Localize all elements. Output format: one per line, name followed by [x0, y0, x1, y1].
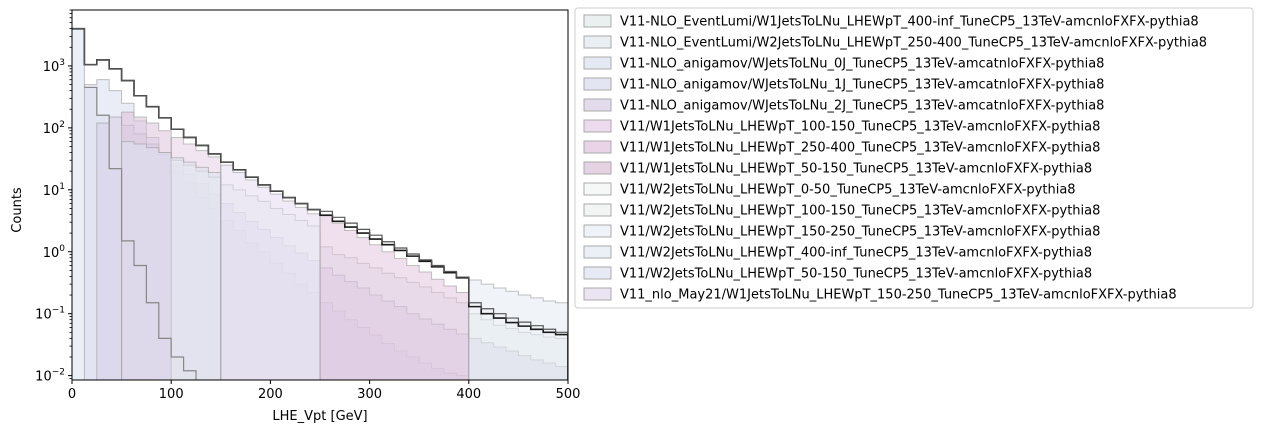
x-tick-label: 0 — [68, 387, 76, 402]
histogram-series-6 — [319, 215, 470, 380]
legend-entry: V11/W2JetsToLNu_LHEWpT_100-150_TuneCP5_1… — [620, 204, 1100, 219]
histogram-series-11 — [468, 279, 568, 380]
legend-swatch — [583, 245, 612, 259]
y-tick-label: 103 — [43, 58, 65, 75]
y-axis-label: Counts — [10, 187, 25, 233]
legend-entry: V11/W2JetsToLNu_LHEWpT_400-inf_TuneCP5_1… — [620, 246, 1092, 261]
legend-entry: V11/W1JetsToLNu_LHEWpT_250-400_TuneCP5_1… — [620, 141, 1100, 156]
legend-swatch — [583, 266, 612, 280]
legend-swatch — [583, 35, 612, 49]
legend-swatch — [583, 77, 612, 91]
legend-entry: V11-NLO_anigamov/WJetsToLNu_0J_TuneCP5_1… — [620, 57, 1104, 72]
legend-box — [574, 7, 1254, 309]
histogram-outline-1 — [72, 28, 568, 380]
legend-entry: V11/W2JetsToLNu_LHEWpT_0-50_TuneCP5_13Te… — [620, 183, 1076, 198]
legend-swatch — [583, 203, 612, 217]
y-tick-label: 10−2 — [35, 368, 65, 385]
x-axis: 0 100 200 300 400 500 — [68, 380, 581, 402]
y-tick-label: 102 — [43, 120, 65, 137]
legend-entry: V11/W2JetsToLNu_LHEWpT_150-250_TuneCP5_1… — [620, 225, 1100, 240]
x-tick-label: 300 — [357, 387, 382, 402]
x-tick-label: 200 — [258, 387, 283, 402]
plot-frame — [71, 9, 569, 381]
legend-entry: V11/W2JetsToLNu_LHEWpT_50-150_TuneCP5_13… — [620, 267, 1092, 282]
legend-swatch — [583, 287, 612, 301]
legend-swatch — [583, 161, 612, 175]
y-tick-label: 10−1 — [35, 306, 65, 323]
legend-swatch — [583, 119, 612, 133]
x-axis-label: LHE_Vpt [GeV] — [272, 409, 367, 424]
legend-swatch — [583, 182, 612, 196]
x-tick-label: 400 — [456, 387, 481, 402]
x-tick-label: 100 — [159, 387, 184, 402]
plot-area — [72, 27, 568, 380]
legend-entry: V11_nlo_May21/W1JetsToLNu_LHEWpT_150-250… — [620, 288, 1177, 303]
legend-swatch — [583, 56, 612, 70]
legend-swatch — [583, 98, 612, 112]
legend-entry: V11-NLO_EventLumi/W2JetsToLNu_LHEWpT_250… — [620, 36, 1207, 51]
y-tick-label: 100 — [43, 244, 66, 261]
legend-swatch — [583, 224, 612, 238]
legend-entry: V11/W1JetsToLNu_LHEWpT_50-150_TuneCP5_13… — [620, 162, 1092, 177]
legend: V11-NLO_EventLumi/W1JetsToLNu_LHEWpT_400… — [574, 7, 1254, 309]
y-tick-label: 101 — [43, 182, 65, 199]
legend-swatch — [583, 140, 612, 154]
legend-entry: V11-NLO_anigamov/WJetsToLNu_1J_TuneCP5_1… — [620, 78, 1104, 93]
histogram-series-12 — [121, 141, 222, 380]
histogram-series-13 — [220, 164, 321, 380]
legend-entry: V11-NLO_EventLumi/W1JetsToLNu_LHEWpT_400… — [620, 15, 1199, 30]
legend-entry: V11-NLO_anigamov/WJetsToLNu_2J_TuneCP5_1… — [620, 99, 1104, 114]
y-axis: 10−2 10−1 100 101 102 103 — [35, 9, 72, 385]
legend-swatch — [583, 14, 612, 28]
x-tick-label: 500 — [556, 387, 581, 402]
histogram-outline-2 — [84, 86, 222, 380]
legend-entry: V11/W1JetsToLNu_LHEWpT_100-150_TuneCP5_1… — [620, 120, 1100, 135]
